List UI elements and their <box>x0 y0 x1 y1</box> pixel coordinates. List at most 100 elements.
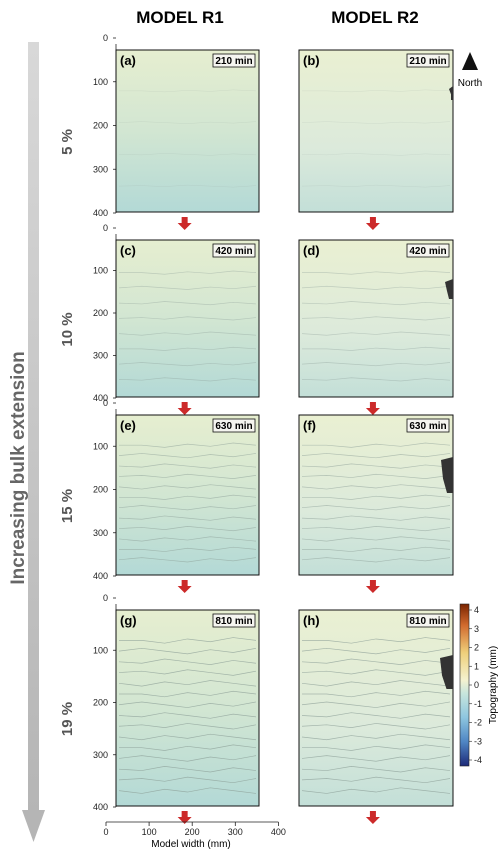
fault-scarp <box>118 505 257 511</box>
fault-scarp <box>118 331 257 336</box>
fault-scarp <box>301 331 451 336</box>
fault-scarp <box>118 316 257 321</box>
fault-scarp <box>301 733 451 741</box>
fault-scarp <box>301 362 451 367</box>
fault-scarp <box>118 776 257 784</box>
fault-scarp <box>118 184 257 188</box>
fault-scarp <box>301 755 451 762</box>
y-tick-label: 200 <box>93 485 108 495</box>
fault-scarp <box>302 494 451 500</box>
time-box <box>212 418 256 433</box>
y-tick-label: 100 <box>93 266 108 276</box>
panel-letter: (g) <box>120 613 137 628</box>
panel-letter: (h) <box>303 613 320 628</box>
fault-scarp <box>301 463 451 469</box>
y-tick-label: 0 <box>103 223 108 233</box>
time-box <box>406 418 450 433</box>
masked-region <box>449 86 453 100</box>
y-tick-label: 200 <box>93 308 108 318</box>
extension-arrow <box>22 42 45 842</box>
fault-scarp <box>302 546 451 552</box>
fault-scarp <box>301 680 451 687</box>
time-box <box>212 53 256 68</box>
fault-scarp <box>301 121 451 124</box>
fault-scarp <box>119 346 257 351</box>
topography-panel: (f) 630 min <box>298 414 454 593</box>
y-tick-label: 100 <box>93 77 108 87</box>
masked-region <box>445 279 453 299</box>
y-tick-label: 400 <box>93 802 108 812</box>
fault-scarp <box>301 453 451 459</box>
extension-direction-arrow <box>365 402 380 415</box>
colorbar-ticks: 4 3 2 1 0 -1 -2 -3 -4 <box>469 605 482 765</box>
fault-scarp <box>118 755 257 762</box>
colorbar-tick-label: 0 <box>474 680 479 690</box>
topography-panel: (d) 420 min <box>298 239 454 415</box>
topography-panel: (e) 630 min <box>115 414 260 593</box>
y-tick-label: 300 <box>93 351 108 361</box>
time-label: 630 min <box>215 421 252 432</box>
extension-direction-arrow <box>177 217 192 230</box>
fault-scarp <box>302 442 451 448</box>
panel-image <box>298 414 454 576</box>
colorbar-tick-label: -2 <box>474 718 482 728</box>
colorbar-tick-label: -1 <box>474 699 482 709</box>
fault-scarp <box>118 377 257 382</box>
y-tick-label: 0 <box>103 593 108 603</box>
fault-scarp <box>118 733 257 741</box>
y-tick-label: 200 <box>93 698 108 708</box>
side-label: Increasing bulk extension <box>8 351 29 584</box>
y-tick-label: 400 <box>93 208 108 218</box>
x-tick-label: 300 <box>228 827 243 837</box>
fault-scarp <box>118 536 257 542</box>
time-label: 420 min <box>409 246 446 257</box>
fault-scarp <box>301 766 451 773</box>
fault-scarp <box>118 680 257 687</box>
topography-colorbar: 4 3 2 1 0 -1 -2 -3 -4 <box>459 603 482 767</box>
fault-scarp <box>301 536 451 542</box>
time-label: 420 min <box>215 246 252 257</box>
fault-scarp <box>301 184 451 188</box>
extension-label: 10 % <box>59 312 76 346</box>
y-tick-label: 100 <box>93 441 108 451</box>
y-tick-label: 100 <box>93 645 108 655</box>
fault-scarp <box>118 453 257 459</box>
masked-region <box>440 655 453 689</box>
time-label: 210 min <box>409 56 446 67</box>
extension-direction-arrow <box>365 217 380 230</box>
extension-direction-arrow <box>365 811 380 824</box>
fault-scarp <box>301 525 451 532</box>
topography-panel: (h) 810 min <box>298 609 454 824</box>
panel-image <box>115 414 260 576</box>
panel-image <box>298 609 454 807</box>
fault-scarp <box>118 647 257 655</box>
time-box <box>406 243 450 258</box>
fault-scarp <box>301 473 451 480</box>
fault-scarp <box>301 669 451 676</box>
fault-scarp <box>118 712 257 719</box>
y-tick-label: 300 <box>93 164 108 174</box>
fault-scarp <box>301 712 451 719</box>
fault-scarp <box>301 723 451 730</box>
time-label: 810 min <box>215 616 252 627</box>
panel-image <box>115 239 260 398</box>
time-box <box>212 613 256 628</box>
fault-scarp <box>302 346 451 351</box>
fault-scarp <box>119 89 257 93</box>
fault-scarp <box>118 525 257 532</box>
time-box <box>406 53 450 68</box>
extension-direction-arrow <box>365 580 380 593</box>
y-tick-label: 200 <box>93 121 108 131</box>
fault-scarp <box>118 285 257 290</box>
fault-scarp <box>302 744 451 751</box>
time-box <box>406 613 450 628</box>
fault-scarp <box>301 701 451 708</box>
fault-scarp <box>302 270 451 275</box>
y-tick-label: 400 <box>93 571 108 581</box>
fault-scarp <box>301 484 451 490</box>
colorbar-tick-label: 1 <box>474 661 479 671</box>
fault-scarp <box>118 787 257 794</box>
panel-letter: (d) <box>303 243 320 258</box>
panel-letter: (b) <box>303 53 320 68</box>
column-title-r2: MODEL R2 <box>331 8 419 27</box>
